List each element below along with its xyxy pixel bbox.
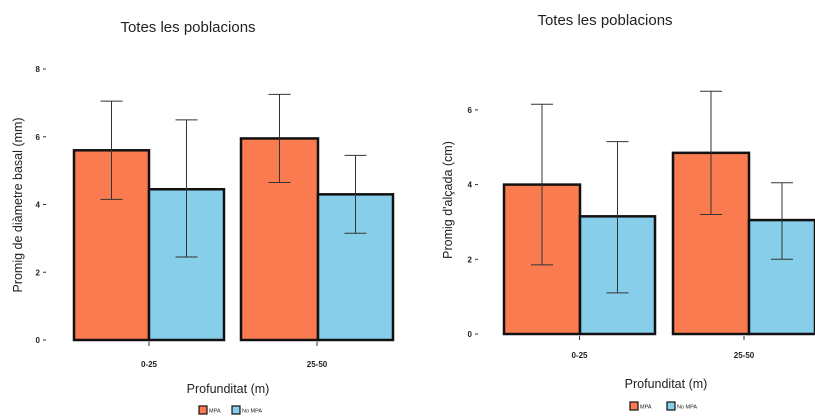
chart-2-x-ticks: 0-25 25-50 xyxy=(571,336,755,360)
chart-2-y-tick-label-3: 6 xyxy=(468,106,473,115)
chart-2-x-axis-title: Profunditat (m) xyxy=(625,377,708,391)
chart-1-y-axis-title: Promig de diàmetre basal (mm) xyxy=(11,117,25,292)
chart-1-x-ticks: 0-25 25-50 xyxy=(141,342,328,369)
chart-2: Totes les poblacions Promig d'alçada (cm… xyxy=(441,12,815,411)
chart-2-y-axis-title: Promig d'alçada (cm) xyxy=(441,141,455,259)
chart-2-y-tick-label-1: 2 xyxy=(468,255,473,264)
chart-2-legend: MPA No MPA xyxy=(629,401,697,411)
chart-2-legend-swatch-nompa xyxy=(666,401,676,411)
chart-2-x-tick-label-1: 25-50 xyxy=(734,351,755,360)
chart-1-x-tick-label-1: 25-50 xyxy=(307,360,328,369)
chart-1-y-tick-label-4: 8 xyxy=(36,65,41,74)
chart-2-x-tick-label-0: 0-25 xyxy=(571,351,588,360)
chart-1-legend-label-mpa: MPA xyxy=(209,409,221,415)
chart-1-x-tick-label-0: 0-25 xyxy=(141,360,158,369)
chart-1-error-bar-0-25-no-mpa xyxy=(175,119,198,258)
chart-2-legend-swatch-mpa xyxy=(629,401,639,411)
chart-1: Totes les poblacions Promig de diàmetre … xyxy=(11,19,395,415)
chart-2-title: Totes les poblacions xyxy=(537,12,672,29)
chart-2-error-bar-25-50-no-mpa xyxy=(771,182,793,260)
chart-1-legend-label-nompa: No MPA xyxy=(242,409,262,415)
chart-2-legend-label-nompa: No MPA xyxy=(677,405,697,411)
chart-1-legend-swatch-mpa xyxy=(198,405,208,415)
chart-2-error-bar-25-50-mpa xyxy=(700,90,722,215)
chart-1-x-axis-title: Profunditat (m) xyxy=(187,382,270,396)
chart-1-error-bar-0-25-mpa xyxy=(100,100,123,200)
chart-1-error-bar-25-50-no-mpa xyxy=(344,154,367,234)
chart-1-y-tick-label-0: 0 xyxy=(36,336,41,345)
chart-1-error-bar-25-50-mpa xyxy=(268,93,291,183)
chart-2-y-tick-label-0: 0 xyxy=(468,330,473,339)
chart-2-y-tick-label-2: 4 xyxy=(468,181,473,190)
chart-2-error-bar-0-25-no-mpa xyxy=(606,141,629,294)
chart-2-y-ticks: 0 2 4 6 xyxy=(468,106,478,339)
chart-1-y-tick-label-2: 4 xyxy=(36,201,41,210)
chart-1-title: Totes les poblacions xyxy=(120,19,255,36)
chart-1-y-ticks: 0 2 4 6 8 xyxy=(36,65,46,345)
chart-2-legend-label-mpa: MPA xyxy=(640,405,652,411)
chart-1-y-tick-label-1: 2 xyxy=(36,268,41,277)
chart-2-error-bar-0-25-mpa xyxy=(531,103,553,266)
chart-1-legend: MPA No MPA xyxy=(198,405,262,415)
chart-1-y-tick-label-3: 6 xyxy=(36,133,41,142)
chart-2-bars xyxy=(502,90,815,336)
chart-1-legend-swatch-nompa xyxy=(231,405,241,415)
chart-1-bars xyxy=(72,93,395,342)
